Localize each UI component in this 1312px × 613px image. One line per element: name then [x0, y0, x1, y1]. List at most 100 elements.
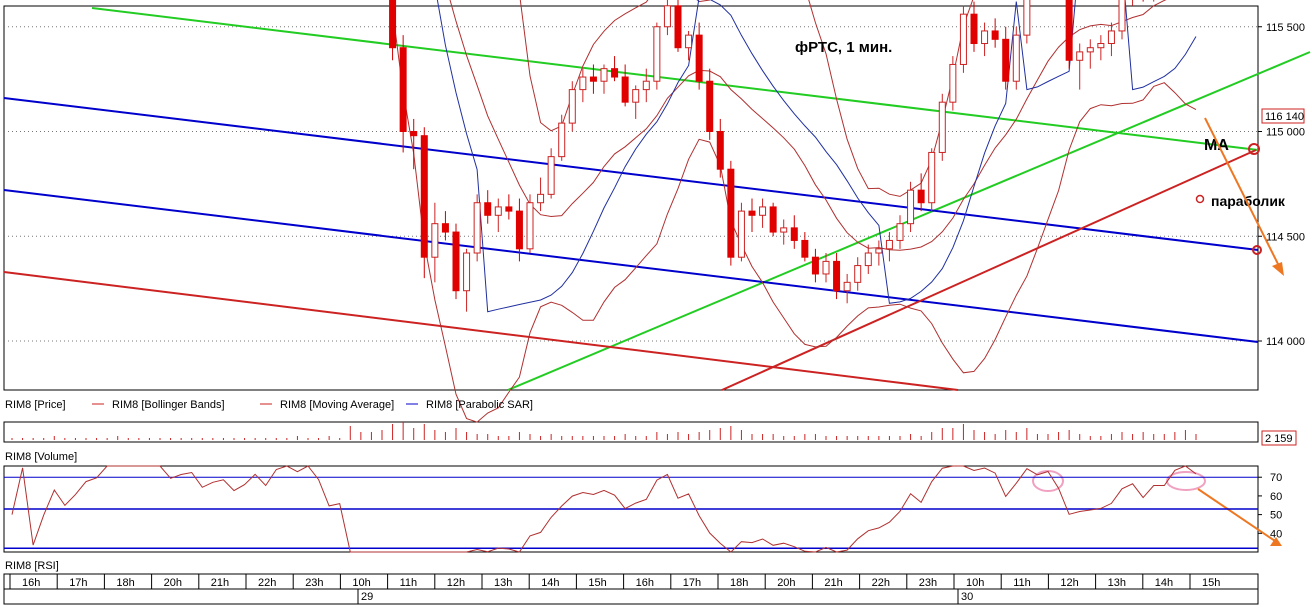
parabolic-sar [436, 0, 1197, 313]
candle [1107, 30, 1115, 45]
candle [558, 122, 566, 158]
candle [801, 239, 809, 258]
time-label: 20h [777, 577, 795, 589]
candle [685, 34, 693, 49]
candle [864, 252, 872, 267]
candle [907, 189, 915, 225]
candle [706, 80, 714, 132]
price-tick-label: 114 000 [1266, 336, 1305, 348]
rsi-tick-label: 40 [1270, 528, 1282, 540]
blue-channel-upper [3, 97, 1259, 251]
rsi-tick-label: 50 [1270, 510, 1282, 522]
price-pane [3, 5, 1259, 391]
candle [441, 223, 449, 233]
candle [780, 227, 788, 233]
blue-channel-lower [3, 189, 1259, 343]
volume-bars [11, 422, 1197, 440]
rsi-line [11, 465, 1197, 553]
time-label: 21h [824, 577, 842, 589]
candle [695, 34, 703, 82]
candle [1065, 0, 1073, 61]
candle [1118, 0, 1126, 32]
candle [822, 260, 830, 275]
candle [833, 260, 841, 292]
ma-marker-circle [1248, 143, 1260, 155]
last-price-box: 116 140 [1261, 108, 1305, 124]
candle [452, 231, 460, 292]
candle [632, 89, 640, 103]
parabolic-marker-circle [1195, 194, 1205, 204]
candle [885, 239, 893, 250]
candle [727, 168, 735, 258]
moving-average [449, 0, 1167, 251]
time-label: 18h [116, 577, 134, 589]
candle [463, 252, 471, 292]
indicator-lines [390, 0, 1197, 423]
candle [494, 206, 502, 216]
candle [420, 135, 428, 258]
date-label-29: 29 [361, 591, 373, 603]
time-label: 16h [22, 577, 40, 589]
legend-parabolic-sar: RIM8 [Parabolic SAR] [426, 399, 533, 411]
candle [579, 76, 587, 91]
forecast-arrowhead-rsi [1270, 537, 1282, 546]
time-label: 13h [494, 577, 512, 589]
candle [1023, 0, 1031, 36]
ma-annotation: MA [1204, 137, 1229, 154]
candle [981, 30, 989, 45]
green-downtrend-line [91, 7, 1259, 151]
candle [1097, 43, 1105, 49]
time-label: 14h [1155, 577, 1173, 589]
time-label: 17h [683, 577, 701, 589]
candle [843, 281, 851, 292]
candle [484, 202, 492, 216]
price-gridlines [4, 26, 1258, 342]
rsi-label: RIM8 [RSI] [5, 560, 59, 572]
time-label: 18h [730, 577, 748, 589]
forecast-arrow-rsi [1197, 488, 1279, 544]
candle [811, 256, 819, 275]
candle [389, 0, 397, 49]
red-uptrend-line [721, 149, 1257, 391]
candle [547, 156, 555, 195]
time-label: 22h [258, 577, 276, 589]
rsi-lines [4, 465, 1258, 553]
candle [505, 206, 513, 212]
red-channel-lower [3, 271, 959, 391]
date-label-30: 30 [961, 591, 973, 603]
candle [917, 189, 925, 204]
candle [938, 101, 946, 153]
rsi-tick-label: 70 [1270, 472, 1282, 484]
candle [431, 223, 439, 258]
volume-pane [3, 421, 1259, 443]
candle [769, 206, 777, 233]
candle [928, 151, 936, 204]
candle [537, 193, 545, 204]
time-label: 23h [305, 577, 323, 589]
time-label: 14h [541, 577, 559, 589]
volume-label: RIM8 [Volume] [5, 451, 77, 463]
time-labels: 16h 17h 18h 20h 21h 22h 23h 10h 11h 12h 13h 14h 15h 1… [9, 574, 1220, 604]
candle [653, 26, 661, 82]
time-label: 15h [1202, 577, 1220, 589]
candle [515, 210, 523, 250]
candle [854, 265, 862, 283]
time-label: 15h [588, 577, 606, 589]
time-label: 12h [1060, 577, 1078, 589]
candle [568, 89, 576, 124]
candle [875, 248, 883, 254]
annotations: фРТС, 1 мин. MA параболик [795, 39, 1286, 546]
candle [959, 13, 967, 65]
candle [790, 227, 798, 241]
svg-text:2 159: 2 159 [1265, 433, 1293, 445]
candle [1012, 34, 1020, 82]
bollinger-lower [390, 0, 1197, 423]
candle [1076, 51, 1084, 61]
candle [600, 68, 608, 82]
candle [970, 13, 978, 45]
candle [589, 76, 597, 82]
candle [991, 30, 999, 40]
legend-moving-average: RIM8 [Moving Average] [280, 399, 394, 411]
